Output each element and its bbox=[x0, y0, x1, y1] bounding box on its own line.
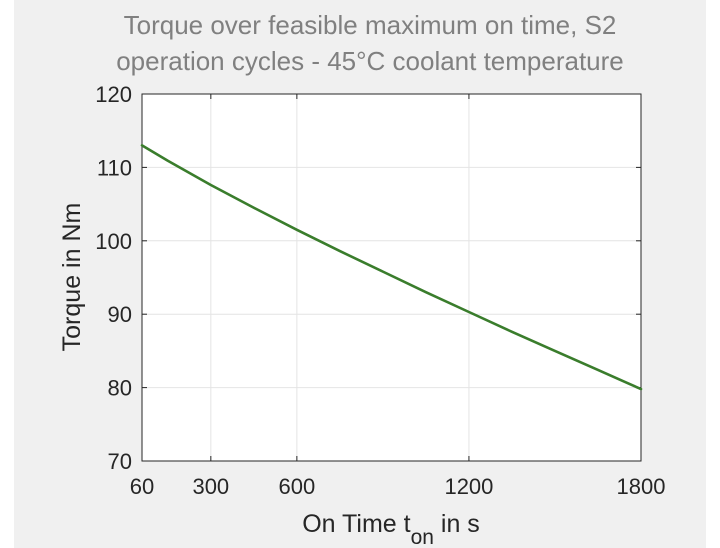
y-tick-label: 70 bbox=[108, 449, 132, 474]
x-tick-label: 1200 bbox=[444, 474, 493, 499]
x-tick-label: 300 bbox=[192, 474, 229, 499]
y-tick-label: 80 bbox=[108, 376, 132, 401]
grid-lines bbox=[142, 94, 641, 461]
chart-title-line-2: operation cycles - 45°C coolant temperat… bbox=[116, 46, 624, 76]
y-axis-label: Torque in Nm bbox=[58, 203, 86, 352]
y-tick-label: 100 bbox=[95, 229, 132, 254]
plot-frame bbox=[141, 93, 642, 462]
x-tick-label: 60 bbox=[130, 474, 154, 499]
x-tick-label: 600 bbox=[279, 474, 316, 499]
torque-series-line bbox=[140, 144, 643, 391]
x-tick-label: 1800 bbox=[617, 474, 666, 499]
plot-area bbox=[142, 94, 641, 461]
x-tick-labels: 60 300 600 1200 1800 bbox=[130, 474, 666, 499]
y-tick-label: 90 bbox=[108, 302, 132, 327]
y-tick-label: 120 bbox=[95, 82, 132, 107]
series-layer bbox=[140, 144, 643, 391]
x-axis-label-subscript: on bbox=[411, 526, 434, 548]
y-tick-labels: 70 80 90 100 110 120 bbox=[95, 82, 132, 474]
chart-title-line-1: Torque over feasible maximum on time, S2 bbox=[124, 10, 617, 40]
x-axis-label-suffix: in s bbox=[434, 510, 480, 538]
x-axis-label-main: On Time t bbox=[302, 510, 410, 538]
y-tick-label: 110 bbox=[97, 155, 132, 180]
x-axis-label: On Time ton in s bbox=[302, 510, 480, 548]
